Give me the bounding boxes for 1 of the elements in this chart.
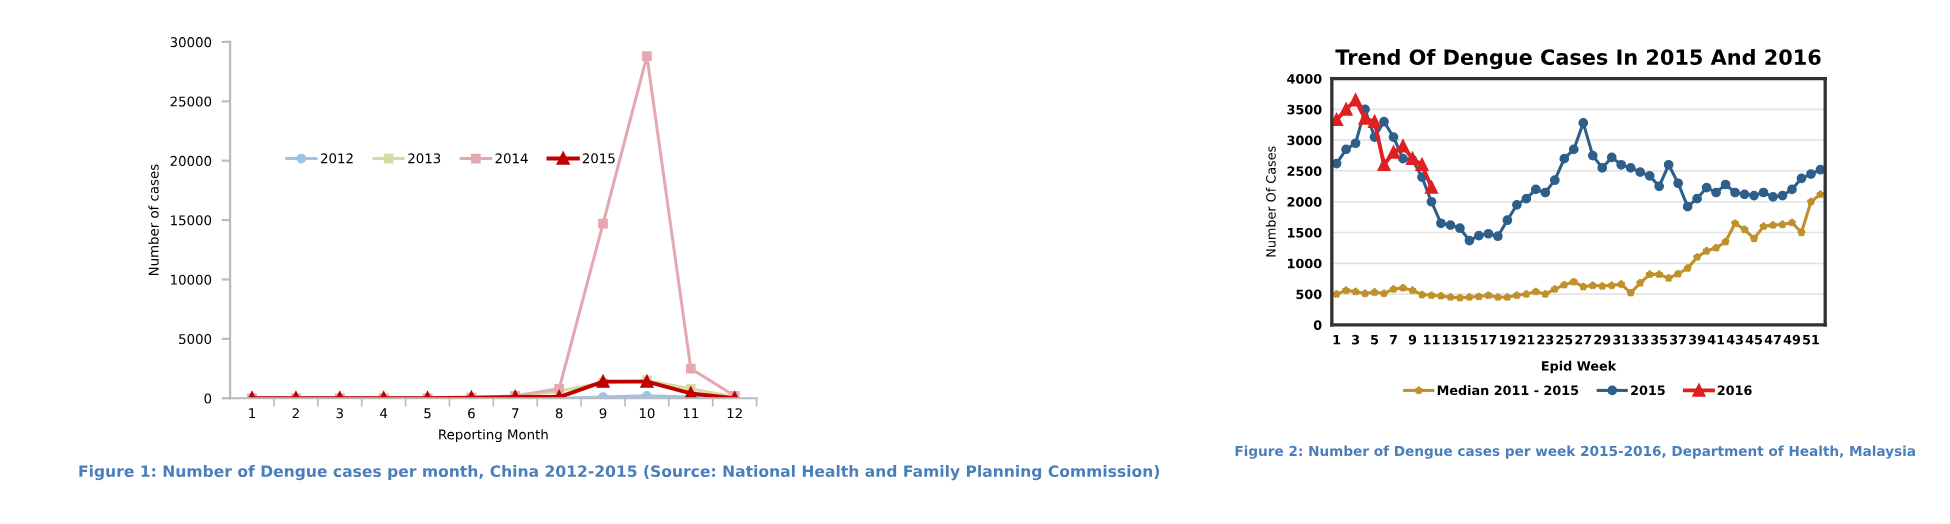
chart-title: Trend Of Dengue Cases In 2015 And 2016 bbox=[1335, 48, 1821, 70]
